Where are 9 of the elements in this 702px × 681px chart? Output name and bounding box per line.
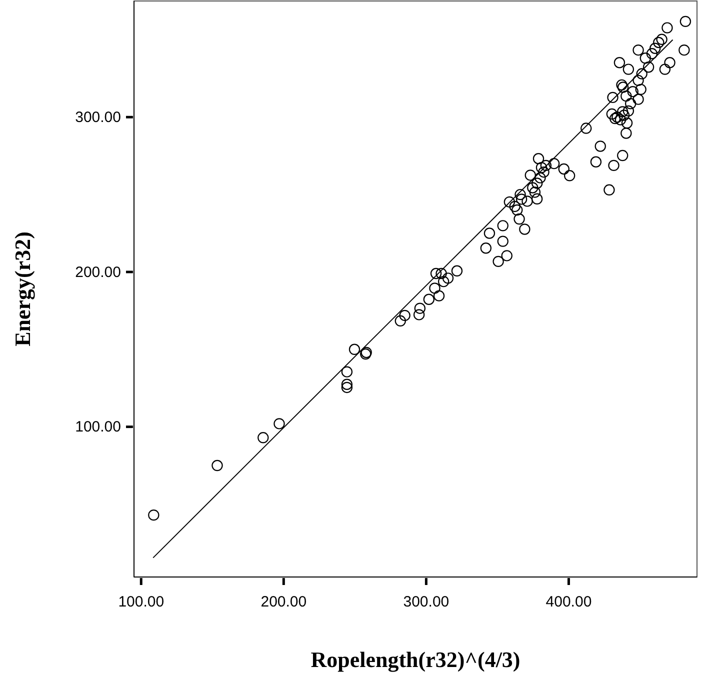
y-axis-title: Energy(r32) (10, 232, 35, 346)
x-tick-label: 300.00 (403, 594, 450, 611)
x-axis-title: Ropelength(r32)^(4/3) (310, 647, 520, 672)
x-tick-label: 400.00 (546, 594, 592, 611)
x-tick-label: 200.00 (260, 594, 307, 611)
x-tick-label: 100.00 (118, 594, 164, 611)
y-tick-label: 300.00 (75, 108, 121, 126)
y-tick-label: 100.00 (75, 418, 121, 436)
y-tick-label: 200.00 (75, 264, 121, 281)
